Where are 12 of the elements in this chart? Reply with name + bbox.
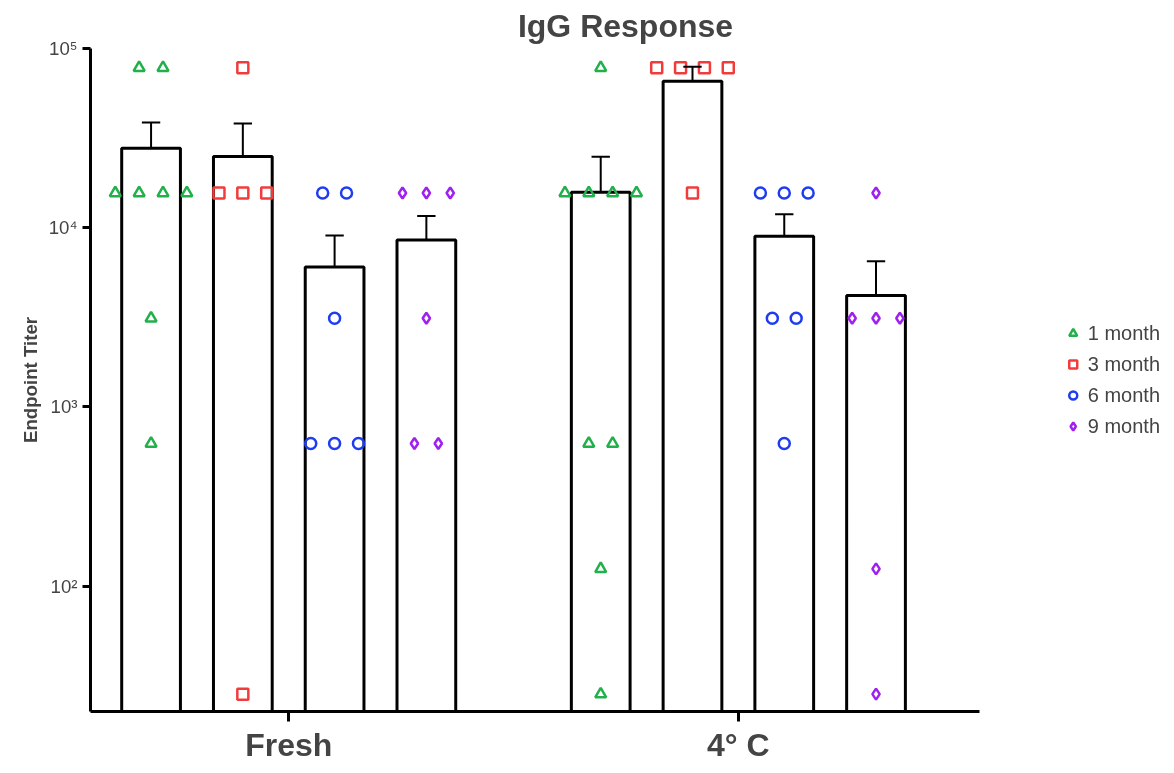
y-tick-label: 10⁴ [48,217,78,239]
x-tick-label: Fresh [245,726,333,763]
legend-label: 6 month [1087,383,1160,407]
y-axis-title: Endpoint Titer [19,316,41,444]
legend-label: 1 month [1087,321,1160,345]
y-tick-label: 10⁵ [49,38,78,59]
chart-title: IgG Response [517,7,734,44]
x-tick-label: 4° C [707,726,770,763]
legend-label: 3 month [1087,352,1160,376]
legend-label: 9 month [1087,414,1160,438]
y-tick-label: 10² [50,575,78,597]
y-tick-label: 10³ [50,396,78,418]
